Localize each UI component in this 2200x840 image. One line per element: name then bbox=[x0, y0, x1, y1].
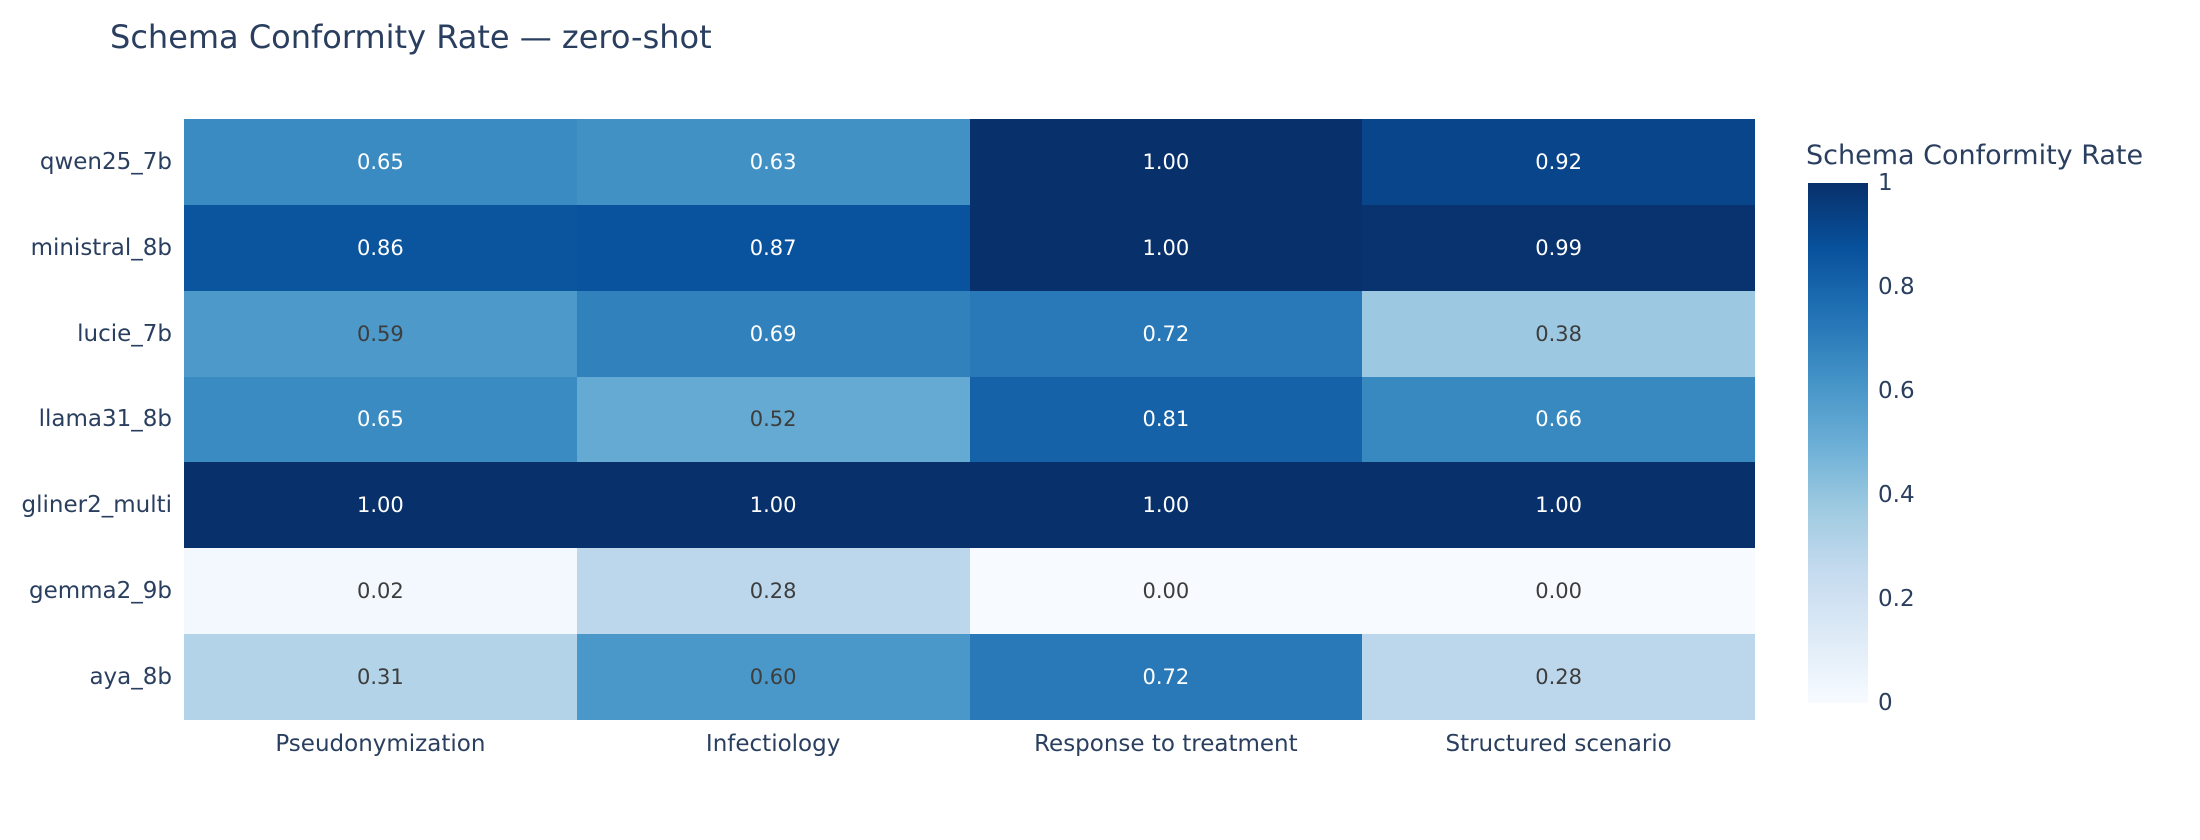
heatmap-cell-llama31_8b-1[interactable]: 0.52 bbox=[576, 376, 970, 463]
heatmap-cell-aya_8b-0[interactable]: 0.31 bbox=[184, 634, 577, 720]
heatmap-cell-lucie_7b-2[interactable]: 0.72 bbox=[969, 290, 1363, 377]
heatmap-cell-lucie_7b-0[interactable]: 0.59 bbox=[184, 290, 577, 377]
heatmap-cell-aya_8b-3[interactable]: 0.28 bbox=[1362, 634, 1755, 720]
heatmap-cell-value: 0.63 bbox=[749, 149, 797, 174]
heatmap-cell-value: 0.31 bbox=[356, 665, 404, 690]
heatmap-cell-value: 1.00 bbox=[1142, 149, 1190, 174]
x-axis-label: Infectiology bbox=[705, 731, 841, 757]
heatmap-cell-value: 1.00 bbox=[356, 493, 404, 518]
colorbar-tick-label: 1 bbox=[1878, 170, 1893, 196]
heatmap-cell-value: 0.99 bbox=[1535, 235, 1582, 260]
heatmap-cell-lucie_7b-3[interactable]: 0.38 bbox=[1362, 290, 1755, 377]
heatmap-cell-value: 0.81 bbox=[1142, 407, 1190, 432]
heatmap-cell-value: 0.59 bbox=[356, 321, 404, 346]
y-axis-label-lucie_7b: lucie_7b bbox=[77, 320, 172, 347]
y-axis-label-qwen25_7b: qwen25_7b bbox=[39, 148, 172, 175]
heatmap-cell-qwen25_7b-3[interactable]: 0.92 bbox=[1362, 119, 1755, 205]
heatmap-cell-value: 1.00 bbox=[1535, 493, 1582, 518]
y-axis-label-ministral_8b: ministral_8b bbox=[30, 234, 172, 261]
heatmap-cell-value: 0.52 bbox=[749, 407, 797, 432]
heatmap-cell-aya_8b-1[interactable]: 0.60 bbox=[576, 634, 970, 720]
chart-title: Schema Conformity Rate — zero-shot bbox=[110, 18, 712, 56]
heatmap-cell-value: 0.69 bbox=[749, 321, 797, 346]
heatmap-cell-value: 0.87 bbox=[749, 235, 797, 260]
colorbar-title: Schema Conformity Rate bbox=[1806, 140, 2144, 171]
heatmap-cell-value: 0.00 bbox=[1142, 579, 1190, 604]
y-axis-label-llama31_8b: llama31_8b bbox=[38, 406, 172, 433]
heatmap-cell-value: 0.66 bbox=[1535, 407, 1582, 432]
x-axis-label: Pseudonymization bbox=[275, 731, 486, 757]
heatmap-cell-value: 0.72 bbox=[1142, 321, 1190, 346]
heatmap-cell-gemma2_9b-3[interactable]: 0.00 bbox=[1362, 548, 1755, 635]
heatmap-cell-aya_8b-2[interactable]: 0.72 bbox=[969, 634, 1363, 720]
y-axis-label-gliner2_multi: gliner2_multi bbox=[21, 492, 172, 519]
heatmap-cell-value: 0.38 bbox=[1535, 321, 1582, 346]
colorbar: 1 0.8 0.6 0.4 0.2 0 bbox=[1808, 170, 2008, 716]
heatmap-cell-llama31_8b-3[interactable]: 0.66 bbox=[1362, 376, 1755, 463]
heatmap-cell-qwen25_7b-2[interactable]: 1.00 bbox=[969, 119, 1363, 205]
heatmap-cell-llama31_8b-2[interactable]: 0.81 bbox=[969, 376, 1363, 463]
heatmap-cell-qwen25_7b-1[interactable]: 0.63 bbox=[576, 119, 970, 205]
heatmap-plot-area[interactable]: 0.65 0.63 1.00 0.92 0.86 0.87 1.00 0.99 0.59 0.69… bbox=[184, 119, 1755, 720]
colorbar-tick-label: 0 bbox=[1878, 690, 1893, 716]
heatmap-cell-lucie_7b-1[interactable]: 0.69 bbox=[576, 290, 970, 377]
heatmap-cell-ministral_8b-2[interactable]: 1.00 bbox=[969, 204, 1363, 291]
heatmap-cell-value: 0.65 bbox=[356, 407, 404, 432]
y-axis-label-gemma2_9b: gemma2_9b bbox=[28, 578, 172, 605]
heatmap-cell-value: 1.00 bbox=[1142, 235, 1190, 260]
heatmap-cell-value: 0.02 bbox=[356, 579, 404, 604]
heatmap-cell-gliner2_multi-0[interactable]: 1.00 bbox=[184, 462, 577, 549]
heatmap-cell-value: 0.00 bbox=[1535, 579, 1582, 604]
x-axis-label: Response to treatment bbox=[1034, 731, 1298, 757]
y-axis-label-aya_8b: aya_8b bbox=[89, 664, 172, 691]
colorbar-tick-label: 0.8 bbox=[1878, 274, 1915, 300]
heatmap-cell-ministral_8b-0[interactable]: 0.86 bbox=[184, 204, 577, 291]
heatmap-cell-value: 0.28 bbox=[749, 579, 797, 604]
colorbar-tick-label: 0.2 bbox=[1878, 586, 1915, 612]
heatmap-cell-gemma2_9b-1[interactable]: 0.28 bbox=[576, 548, 970, 635]
heatmap-cell-value: 0.65 bbox=[356, 149, 404, 174]
heatmap-cell-value: 0.86 bbox=[356, 235, 404, 260]
heatmap-cell-value: 0.72 bbox=[1142, 665, 1190, 690]
colorbar-tick-label: 0.6 bbox=[1878, 378, 1915, 404]
heatmap-cell-ministral_8b-3[interactable]: 0.99 bbox=[1362, 204, 1755, 291]
colorbar-tick-label: 0.4 bbox=[1878, 482, 1915, 508]
heatmap-cell-gliner2_multi-3[interactable]: 1.00 bbox=[1362, 462, 1755, 549]
heatmap-cell-value: 0.28 bbox=[1535, 665, 1582, 690]
heatmap-cell-value: 0.92 bbox=[1535, 149, 1582, 174]
heatmap-cell-qwen25_7b-0[interactable]: 0.65 bbox=[184, 119, 577, 205]
heatmap-cell-gliner2_multi-2[interactable]: 1.00 bbox=[969, 462, 1363, 549]
heatmap-cell-llama31_8b-0[interactable]: 0.65 bbox=[184, 376, 577, 463]
heatmap-cell-ministral_8b-1[interactable]: 0.87 bbox=[576, 204, 970, 291]
x-axis-label: Structured scenario bbox=[1445, 731, 1672, 757]
heatmap-cell-gemma2_9b-0[interactable]: 0.02 bbox=[184, 548, 577, 635]
heatmap-cell-value: 1.00 bbox=[1142, 493, 1190, 518]
heatmap-cell-value: 0.60 bbox=[749, 665, 797, 690]
heatmap-cell-gliner2_multi-1[interactable]: 1.00 bbox=[576, 462, 970, 549]
colorbar-gradient bbox=[1808, 183, 1868, 703]
heatmap-cell-value: 1.00 bbox=[749, 493, 797, 518]
heatmap-cell-gemma2_9b-2[interactable]: 0.00 bbox=[969, 548, 1363, 635]
